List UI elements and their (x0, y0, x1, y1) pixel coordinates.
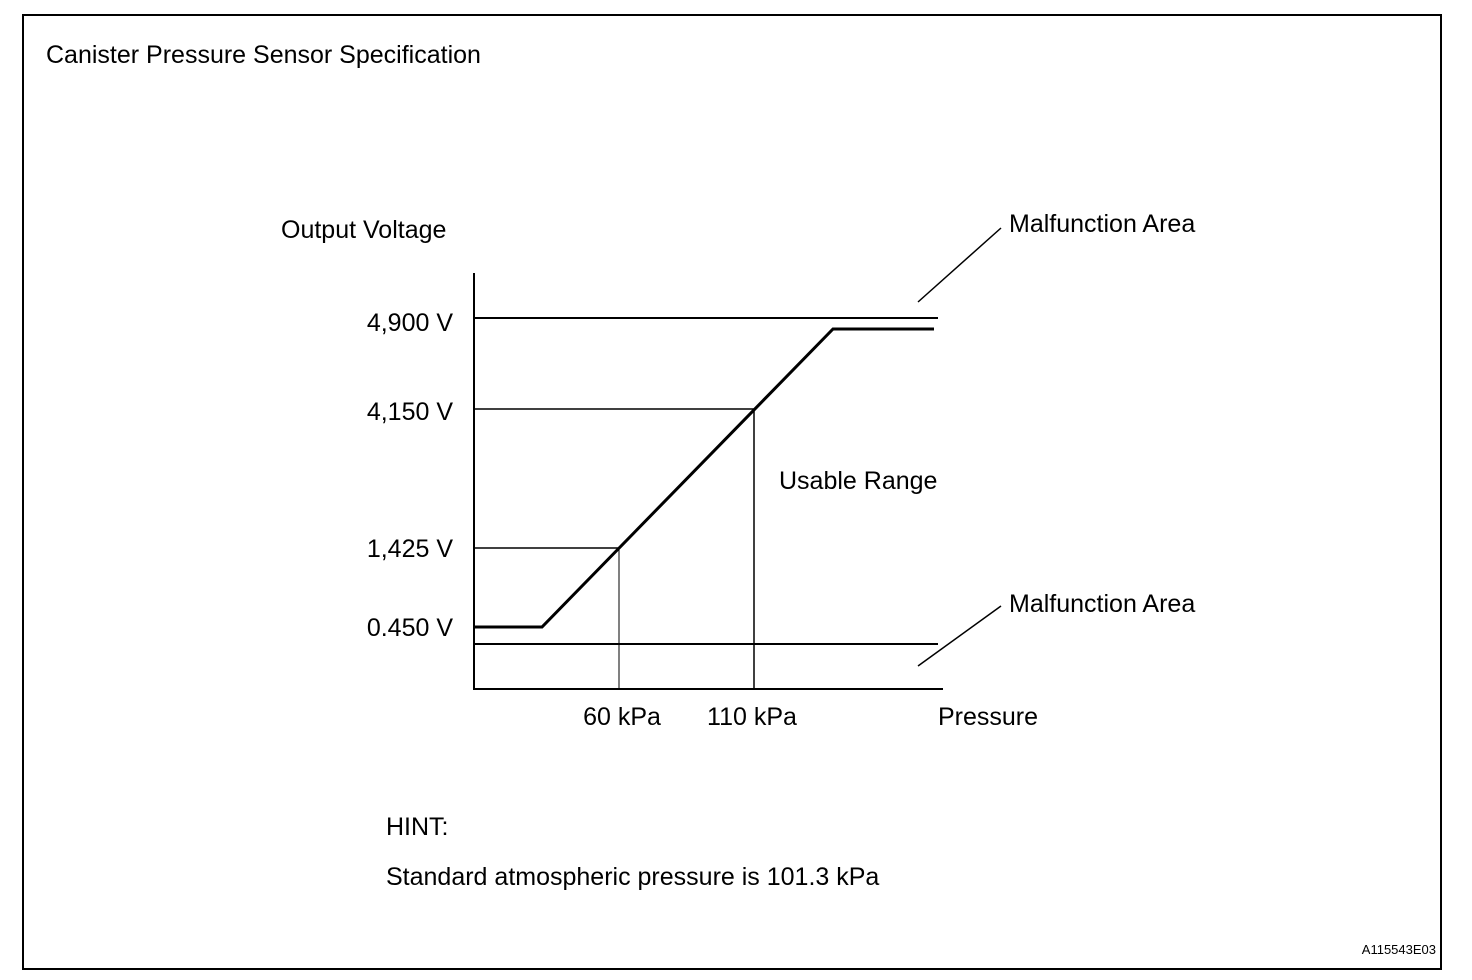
hint-text: Standard atmospheric pressure is 101.3 k… (386, 863, 879, 891)
upper-malfunction-leader (917, 227, 1002, 303)
x-tick-label: 60 kPa (583, 703, 661, 731)
upper-malfunction-label: Malfunction Area (1009, 210, 1195, 238)
y-axis-label: Output Voltage (281, 216, 446, 244)
diagram-title: Canister Pressure Sensor Specification (46, 41, 481, 69)
y-tick-label: 1,425 V (367, 535, 454, 563)
hint-heading: HINT: (386, 813, 449, 841)
x-tick-label: 110 kPa (707, 703, 797, 731)
reference-code: A115543E03 (1362, 942, 1436, 957)
usable-range-label: Usable Range (779, 467, 937, 495)
output-curve (474, 327, 934, 629)
lower-malfunction-label: Malfunction Area (1009, 590, 1195, 618)
figure-frame (22, 14, 1442, 970)
y-tick-label: 4,150 V (367, 398, 454, 426)
y-tick-label: 4,900 V (367, 309, 454, 337)
y-tick-label: 0.450 V (367, 614, 454, 642)
lower-malfunction-leader (917, 605, 1002, 667)
x-axis-label: Pressure (938, 703, 1038, 731)
